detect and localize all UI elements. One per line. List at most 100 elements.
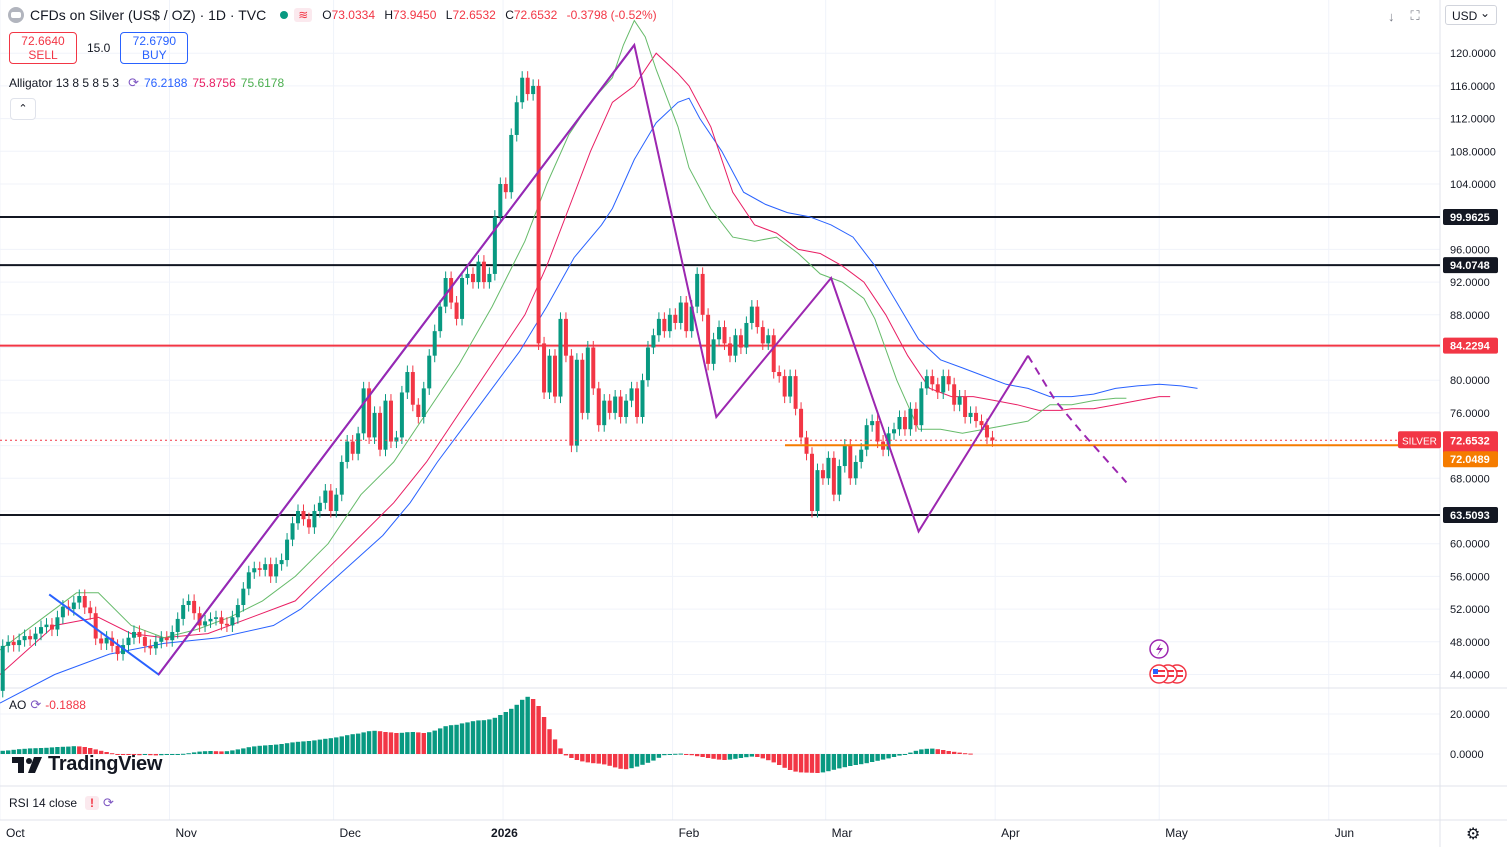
candle [257, 568, 262, 570]
ao-bar [410, 732, 416, 754]
price-tick-label: 80.0000 [1450, 375, 1490, 387]
collapse-legend-button[interactable]: ⌃ [10, 98, 36, 120]
ao-bar [656, 754, 662, 758]
spread-value: 15.0 [87, 41, 111, 55]
candle [235, 605, 240, 618]
fullscreen-icon[interactable]: ⛶ [1410, 8, 1420, 23]
settings-gear-icon[interactable]: ⚙ [1466, 826, 1481, 843]
ao-bar [252, 746, 257, 754]
ao-bar [49, 747, 55, 754]
symbol-title[interactable]: CFDs on Silver (US$ / OZ) · 1D · TVC [30, 7, 267, 23]
candle [17, 640, 22, 646]
candle [285, 539, 290, 561]
candle [574, 359, 579, 446]
ao-bar [880, 754, 886, 760]
candle [766, 335, 771, 344]
ao-legend[interactable]: AO ⟳ -0.1888 [9, 697, 86, 713]
alligator-lips-value: 75.6178 [240, 76, 285, 90]
ao-bar [607, 754, 612, 766]
candle [662, 318, 667, 332]
candle [208, 618, 213, 622]
candle [924, 376, 929, 389]
candle [788, 376, 793, 397]
candle [656, 318, 661, 336]
buy-button[interactable]: 72.6790 BUY [120, 32, 189, 64]
ao-bar [71, 746, 77, 754]
sell-button[interactable]: 72.6640 SELL [9, 32, 77, 64]
candle [476, 261, 481, 283]
tradingview-logo[interactable]: TradingView [12, 753, 162, 776]
ao-bar [634, 754, 640, 767]
market-badge[interactable]: ≋ [294, 8, 313, 22]
ao-bar [574, 754, 580, 760]
alligator-legend[interactable]: Alligator 13 8 5 8 5 3 ⟳ 76.2188 75.8756… [9, 75, 289, 91]
candle [170, 631, 175, 641]
ohlc-values: O73.0334 H73.9450 L72.6532 C72.6532 -0.3… [322, 8, 657, 22]
candle [438, 306, 443, 332]
price-tick-label: 120.0000 [1450, 48, 1496, 60]
ao-bar [115, 754, 120, 755]
ao-bar [148, 754, 153, 756]
candle [460, 278, 465, 319]
currency-select[interactable]: USD [1445, 3, 1497, 25]
alligator-lips-line [0, 19, 1127, 651]
candle [963, 396, 968, 417]
us-flag-event-icon [1153, 675, 1165, 677]
level-tag [1443, 257, 1498, 274]
time-tick-label: Mar [832, 826, 853, 840]
candle [667, 314, 672, 332]
candle [323, 490, 328, 503]
ao-bar [503, 712, 508, 754]
candle [186, 600, 191, 606]
candle [345, 441, 350, 462]
candle [618, 396, 623, 417]
alligator-jaw-line [0, 97, 1198, 704]
candle [246, 572, 251, 589]
ao-bar [875, 754, 880, 761]
candle [203, 621, 208, 626]
candle [432, 331, 437, 356]
candle [569, 355, 574, 446]
alligator-teeth-line [0, 52, 1171, 675]
change-value: -0.3798 (-0.52%) [566, 8, 657, 22]
warning-icon[interactable]: ! [85, 796, 100, 810]
rsi-legend[interactable]: RSI 14 close ! ⟳ [9, 795, 118, 811]
ao-bar [831, 754, 837, 770]
ao-bar [120, 754, 126, 755]
candle [388, 400, 393, 442]
candle [913, 408, 918, 426]
candle [870, 421, 875, 426]
candle [596, 388, 601, 426]
ao-bar [711, 754, 716, 759]
tradingview-mark-icon [12, 756, 42, 773]
download-icon[interactable]: ↓ [1388, 8, 1395, 24]
candle [689, 306, 694, 332]
candle [678, 302, 683, 323]
candle [219, 617, 224, 624]
cycle-icon[interactable]: ⟳ [30, 697, 42, 712]
ao-bar [27, 748, 33, 754]
candle [968, 412, 973, 417]
ao-bar [913, 750, 919, 754]
cycle-icon[interactable]: ⟳ [103, 795, 114, 810]
ao-bar [416, 732, 421, 754]
time-tick-label: Apr [1001, 826, 1020, 840]
candle [93, 613, 98, 639]
candle [137, 631, 142, 637]
ao-bar [459, 723, 465, 754]
ao-bar [437, 728, 443, 754]
ao-bar [284, 743, 290, 754]
price-axis: 120.0000 116.0000 112.0000 108.0000 104.0000… [1398, 48, 1498, 761]
candle [946, 376, 951, 385]
ao-bar [388, 732, 394, 754]
candle [372, 412, 377, 438]
cycle-icon[interactable]: ⟳ [128, 75, 139, 90]
ao-histogram [0, 696, 973, 773]
candle [99, 638, 104, 644]
ao-bar [246, 747, 251, 754]
ao-bar [11, 749, 16, 754]
ao-bar [6, 750, 11, 754]
ao-bar [93, 749, 98, 754]
grid-lines [0, 0, 1440, 820]
